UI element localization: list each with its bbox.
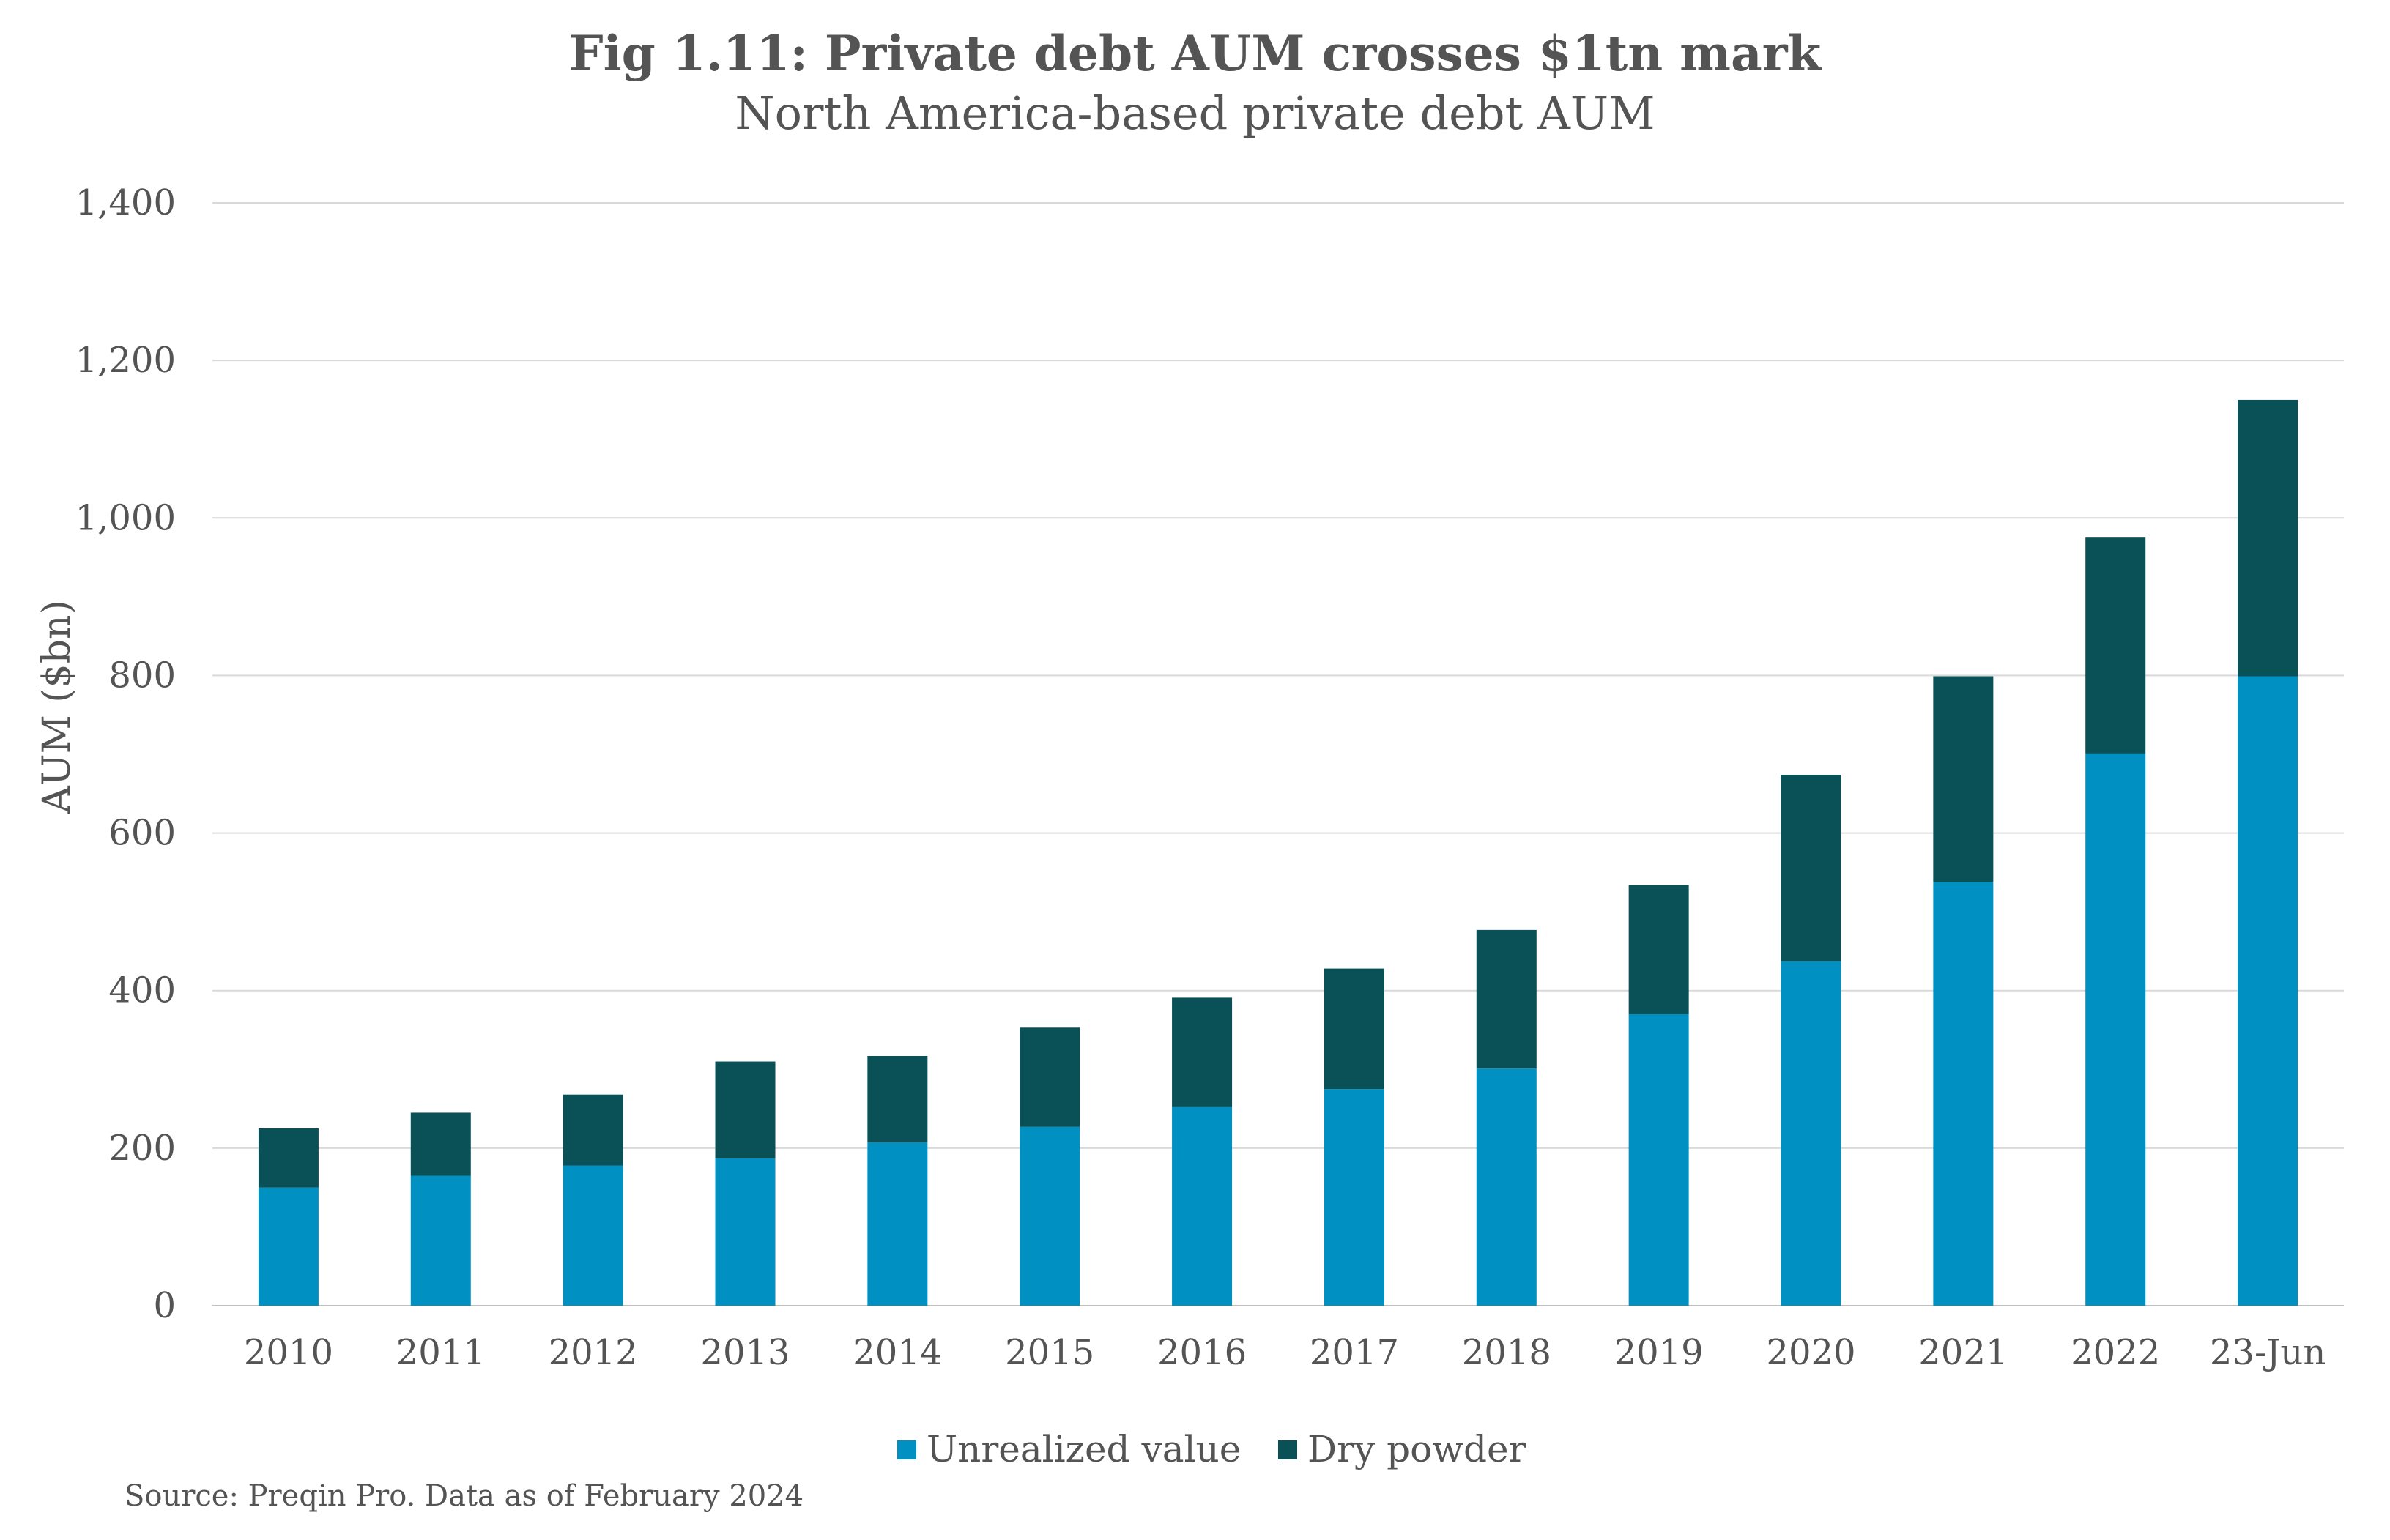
legend-swatch-dry-powder (1278, 1440, 1297, 1459)
bar-unrealized-value (1020, 1126, 1080, 1306)
legend: Unrealized value Dry powder (897, 1428, 1526, 1470)
bar-unrealized-value (1476, 1068, 1537, 1306)
x-tick-label: 2022 (2071, 1332, 2160, 1373)
bar-dry-powder (258, 1128, 319, 1188)
x-tick-label: 2011 (396, 1332, 486, 1373)
legend-label-unrealized: Unrealized value (927, 1428, 1241, 1470)
bar-dry-powder (867, 1055, 928, 1143)
bar-unrealized-value (1172, 1106, 1233, 1306)
bar-unrealized-value (1628, 1013, 1689, 1306)
y-tick-label: 400 (108, 970, 176, 1011)
y-tick-label: 200 (108, 1128, 176, 1169)
y-axis-ticks: 0 200 400 600 800 1,000 1,200 1,400 (75, 182, 176, 1326)
y-tick-label: 600 (108, 813, 176, 854)
x-tick-label: 2021 (1918, 1332, 2008, 1373)
bar-unrealized-value (867, 1142, 928, 1306)
y-tick-label: 1,000 (75, 497, 176, 538)
bar-dry-powder (1933, 676, 1994, 882)
bar-dry-powder (1020, 1027, 1080, 1127)
bar-unrealized-value (258, 1187, 319, 1306)
y-tick-label: 1,200 (75, 340, 176, 381)
x-tick-label: 2016 (1157, 1332, 1247, 1373)
x-tick-label: 2020 (1766, 1332, 1855, 1373)
x-tick-label: 2013 (700, 1332, 790, 1373)
x-axis-ticks: 2010 2011 2012 2013 2014 2015 2016 2017 2018 2019… (244, 1332, 2326, 1373)
x-tick-label: 23-Jun (2210, 1332, 2326, 1373)
bar-dry-powder (715, 1061, 776, 1158)
chart-title: Fig 1.11: Private debt AUM crosses $1tn … (568, 25, 1822, 82)
bar-unrealized-value (1324, 1089, 1384, 1306)
bar-dry-powder (1476, 929, 1537, 1069)
gridlines (212, 202, 2344, 1306)
bar-dry-powder (1628, 885, 1689, 1014)
bar-unrealized-value (2085, 753, 2146, 1306)
bar-unrealized-value (2238, 676, 2298, 1306)
x-tick-label: 2019 (1614, 1332, 1704, 1373)
bar-dry-powder (1324, 968, 1384, 1090)
bar-dry-powder (1172, 997, 1233, 1107)
y-axis-label: AUM ($bn) (35, 600, 79, 814)
bar-dry-powder (563, 1094, 623, 1166)
x-tick-label: 2014 (853, 1332, 942, 1373)
bar-unrealized-value (410, 1175, 471, 1306)
x-tick-label: 2010 (244, 1332, 333, 1373)
bar-unrealized-value (715, 1158, 776, 1306)
chart-subtitle: North America-based private debt AUM (735, 86, 1655, 140)
x-tick-label: 2012 (549, 1332, 638, 1373)
y-tick-label: 800 (108, 655, 176, 696)
bars (258, 399, 2298, 1306)
legend-swatch-unrealized (897, 1440, 916, 1459)
bar-dry-powder (410, 1112, 471, 1176)
bar-dry-powder (1781, 774, 1841, 961)
legend-label-dry-powder: Dry powder (1307, 1428, 1526, 1470)
bar-dry-powder (2238, 399, 2298, 677)
bar-dry-powder (2085, 537, 2146, 754)
x-tick-label: 2017 (1310, 1332, 1399, 1373)
y-tick-label: 1,400 (75, 182, 176, 223)
x-tick-label: 2015 (1005, 1332, 1094, 1373)
source-note: Source: Preqin Pro. Data as of February … (125, 1479, 804, 1513)
bar-unrealized-value (1933, 882, 1994, 1306)
y-tick-label: 0 (153, 1285, 176, 1326)
bar-unrealized-value (563, 1165, 623, 1306)
x-tick-label: 2018 (1462, 1332, 1551, 1373)
bar-unrealized-value (1781, 961, 1841, 1306)
